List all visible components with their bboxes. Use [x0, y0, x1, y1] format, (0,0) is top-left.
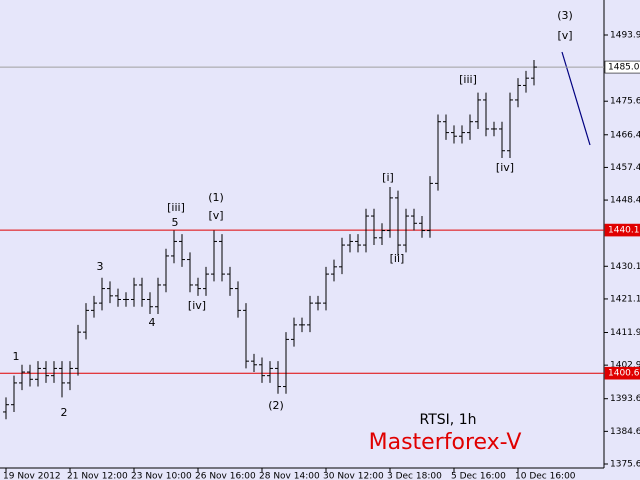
- y-tick-label: 1421.15: [610, 294, 640, 304]
- wave-label: [iii]: [459, 73, 477, 86]
- y-tick-label: 1457.40: [610, 163, 640, 173]
- level-label: 1485.06: [608, 63, 640, 73]
- wave-label: [v]: [557, 29, 572, 42]
- chart-title: RTSI, 1h: [420, 412, 477, 428]
- wave-label: [iii]: [167, 201, 185, 214]
- y-tick-label: 1411.90: [610, 328, 640, 338]
- wave-label: [i]: [382, 171, 394, 184]
- wave-label: 2: [61, 406, 68, 419]
- x-tick-label: 23 Nov 10:00: [131, 472, 192, 480]
- level-label-bg: [604, 223, 640, 237]
- wave-label: [v]: [208, 209, 223, 222]
- wave-label: 5: [172, 216, 179, 229]
- x-tick-label: 21 Nov 12:00: [67, 472, 128, 480]
- wave-label: 4: [149, 316, 156, 329]
- level-label: 1440.13: [608, 226, 640, 236]
- level-label: 1400.68: [608, 369, 640, 379]
- wave-label: [ii]: [390, 252, 405, 265]
- wave-label: (2): [268, 399, 284, 412]
- y-tick-label: 1393.65: [610, 394, 640, 404]
- x-tick-label: 28 Nov 14:00: [259, 472, 320, 480]
- x-tick-label: 19 Nov 2012: [3, 472, 61, 480]
- x-tick-label: 10 Dec 16:00: [515, 472, 576, 480]
- wave-label: 3: [97, 260, 104, 273]
- level-label-bg: [604, 366, 640, 380]
- y-tick-label: 1448.40: [610, 196, 640, 206]
- wave-label: [iv]: [188, 299, 206, 312]
- y-tick-label: 1466.40: [610, 130, 640, 140]
- y-tick-label: 1475.65: [610, 97, 640, 107]
- level-label-bg: [604, 60, 640, 74]
- watermark: Masterforex-V: [369, 430, 522, 455]
- wave-label: 1: [13, 350, 20, 363]
- x-tick-label: 5 Dec 16:00: [451, 472, 506, 480]
- x-tick-label: 30 Nov 12:00: [323, 472, 384, 480]
- y-tick-label: 1384.65: [610, 427, 640, 437]
- wave-label: (1): [208, 191, 224, 204]
- y-tick-label: 1430.15: [610, 262, 640, 272]
- y-tick-label: 1493.90: [610, 30, 640, 40]
- x-tick-label: 26 Nov 16:00: [195, 472, 256, 480]
- wave-label: [iv]: [496, 161, 514, 174]
- y-tick-label: 1402.90: [610, 361, 640, 371]
- wave-label: (3): [557, 9, 573, 22]
- y-tick-label: 1375.65: [610, 460, 640, 470]
- x-tick-label: 3 Dec 18:00: [387, 472, 442, 480]
